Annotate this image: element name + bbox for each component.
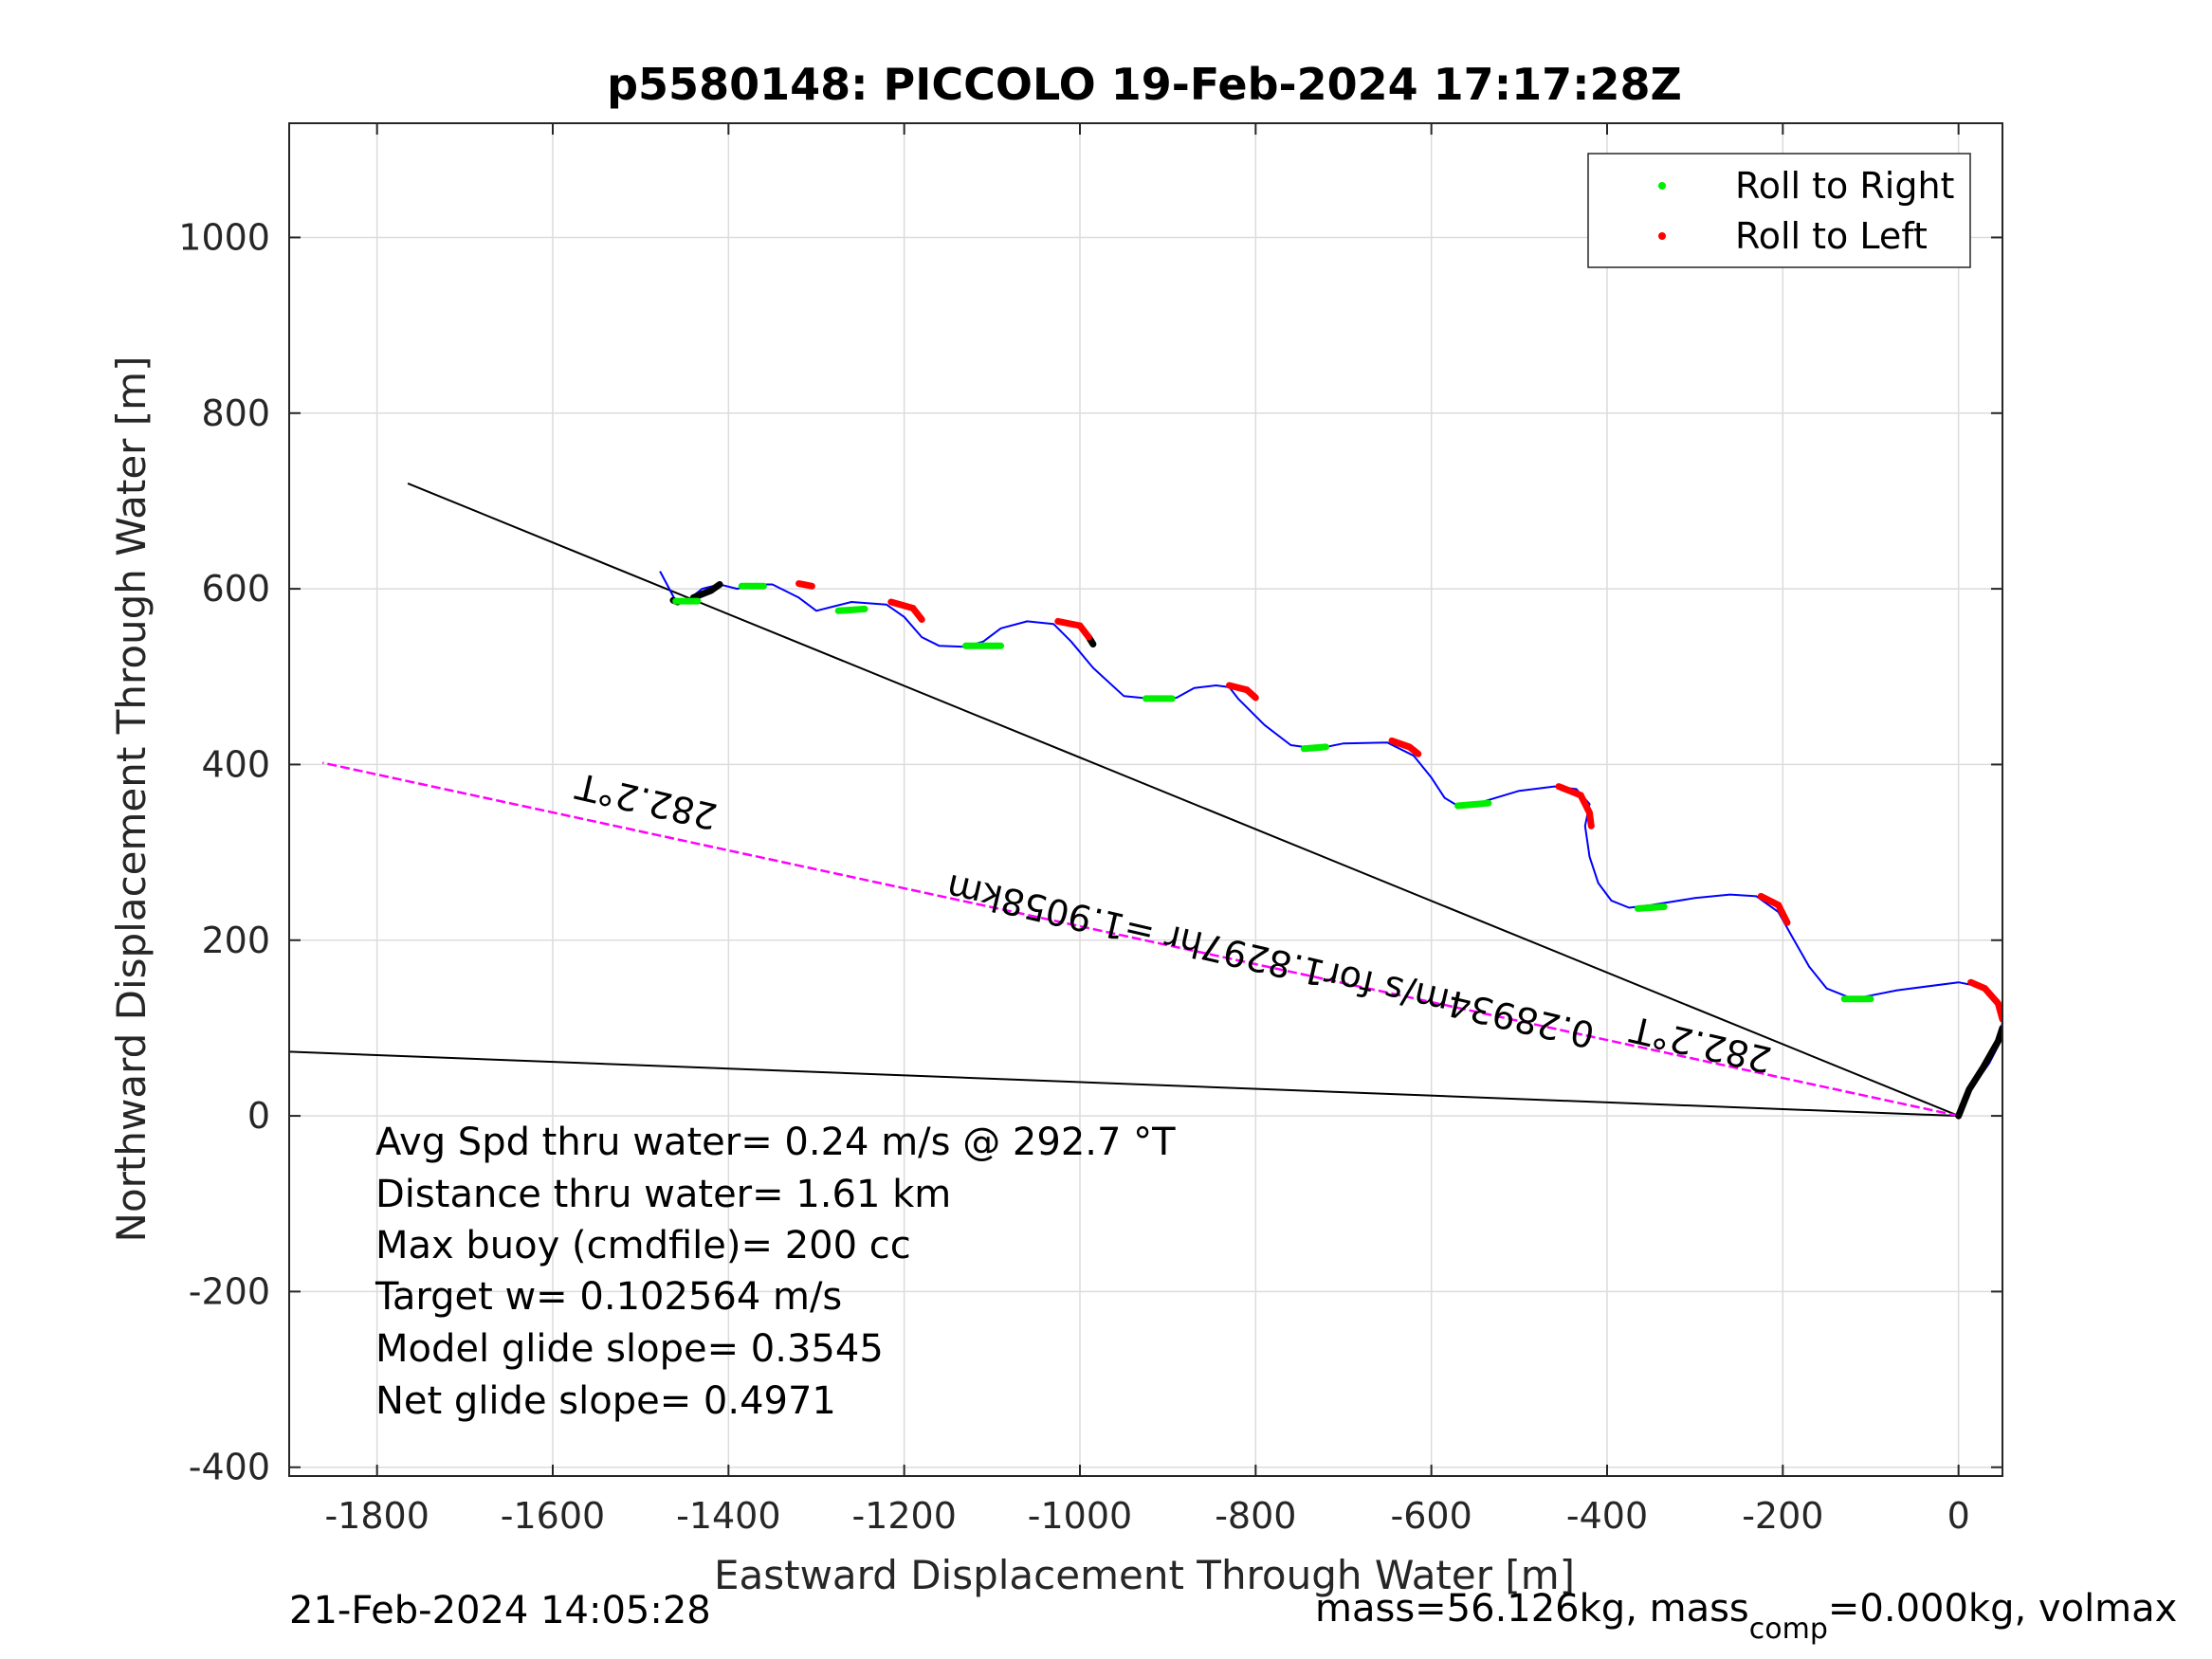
stats-block: Avg Spd thru water= 0.24 m/s @ 292.7 °T … xyxy=(375,1121,1176,1423)
glider-track xyxy=(659,571,2002,1117)
x-tick-label: -1800 xyxy=(324,1495,429,1537)
chart-title: p5580148: PICCOLO 19-Feb-2024 17:17:28Z xyxy=(607,59,1682,110)
y-tick-label: 0 xyxy=(247,1095,270,1137)
line-annotation: 282.2°T xyxy=(572,764,722,837)
x-tick-label: -200 xyxy=(1742,1495,1823,1537)
line-annotation: 0.28934m/s for1.8297hr =1.9058km xyxy=(942,866,1599,1056)
y-tick-label: 200 xyxy=(201,920,270,961)
reference-line-3 xyxy=(321,761,1959,1118)
roll-left-segment xyxy=(1967,978,2002,1023)
roll-right-segment xyxy=(1454,799,1492,810)
legend: Roll to Right Roll to Left xyxy=(1587,153,1971,268)
y-tick-label: 400 xyxy=(201,743,270,785)
plot-area: 282.2°T 282.2°T 0.28934m/s for1.8297hr =1.… xyxy=(289,482,2002,1120)
roll-left-segment xyxy=(795,580,815,590)
x-tick-label: -1200 xyxy=(851,1495,956,1537)
roll-right-segment xyxy=(1300,743,1329,753)
track-line xyxy=(659,571,2002,1117)
legend-marker-roll-right xyxy=(1658,182,1666,190)
y-axis-label: Northward Displacement Through Water [m] xyxy=(108,356,155,1243)
x-tick-label: -1400 xyxy=(676,1495,780,1537)
roll-right-segment xyxy=(834,605,868,614)
footer-timestamp: 21-Feb-2024 14:05:28 xyxy=(289,1589,711,1632)
legend-marker-roll-left xyxy=(1658,232,1666,240)
legend-box xyxy=(1587,153,1971,268)
dive-segment xyxy=(1955,1024,2002,1120)
dive-segment xyxy=(689,581,723,601)
reference-line-2 xyxy=(289,1050,1959,1118)
stat-model-glide-slope: Model glide slope= 0.3545 xyxy=(375,1327,884,1371)
legend-label-roll-right: Roll to Right xyxy=(1735,165,1954,207)
roll-right-segment xyxy=(1634,903,1668,912)
stat-target-w: Target w= 0.102564 m/s xyxy=(375,1275,842,1319)
y-tick-label: 600 xyxy=(201,568,270,610)
line-annotation: 282.2°T xyxy=(1626,1008,1776,1081)
stat-distance: Distance thru water= 1.61 km xyxy=(375,1173,951,1216)
roll-left-segment xyxy=(1757,892,1791,926)
grid-lines xyxy=(289,123,2002,1476)
x-tick-label: -1000 xyxy=(1028,1495,1132,1537)
stat-max-buoy: Max buoy (cmdfile)= 200 cc xyxy=(375,1224,911,1267)
x-axis-label: Eastward Displacement Through Water [m] xyxy=(714,1552,1575,1598)
roll-left-segment xyxy=(887,598,925,623)
footer-mass-post: =0.000kg, volmax xyxy=(1828,1587,2177,1631)
y-tick-label: -200 xyxy=(189,1270,270,1312)
x-tick-label: -600 xyxy=(1391,1495,1472,1537)
axes-box xyxy=(288,122,2003,1477)
footer-mass-pre: mass=56.126kg, mass xyxy=(1315,1587,1749,1631)
axis-ticks: -1800 -1600 -1400 -1200 -1000 -800 -600 -400 -20… xyxy=(178,123,2002,1537)
footer-mass: mass=56.126kg, masscomp=0.000kg, volmax xyxy=(1315,1587,2177,1646)
y-tick-label: -400 xyxy=(189,1447,270,1488)
x-tick-label: -800 xyxy=(1215,1495,1296,1537)
roll-left-segment xyxy=(1054,617,1092,641)
roll-left-segment xyxy=(1555,783,1595,830)
y-tick-label: 1000 xyxy=(178,216,270,258)
x-tick-label: 0 xyxy=(1947,1495,1970,1537)
stat-avg-speed: Avg Spd thru water= 0.24 m/s @ 292.7 °T xyxy=(375,1121,1176,1164)
reference-lines xyxy=(289,482,1960,1118)
footer-mass-sub: comp xyxy=(1749,1613,1828,1646)
x-tick-label: -1600 xyxy=(501,1495,605,1537)
legend-label-roll-left: Roll to Left xyxy=(1735,215,1928,257)
stat-net-glide-slope: Net glide slope= 0.4971 xyxy=(375,1379,836,1423)
roll-left-segment xyxy=(1388,737,1422,757)
x-tick-label: -400 xyxy=(1566,1495,1648,1537)
roll-segments xyxy=(672,580,2002,1023)
line-annotations: 282.2°T 282.2°T 0.28934m/s for1.8297hr =1.… xyxy=(572,764,1776,1081)
y-tick-label: 800 xyxy=(201,392,270,434)
dive-segments xyxy=(669,581,2002,1120)
reference-line-1 xyxy=(407,482,1960,1118)
roll-left-segment xyxy=(1226,682,1259,702)
